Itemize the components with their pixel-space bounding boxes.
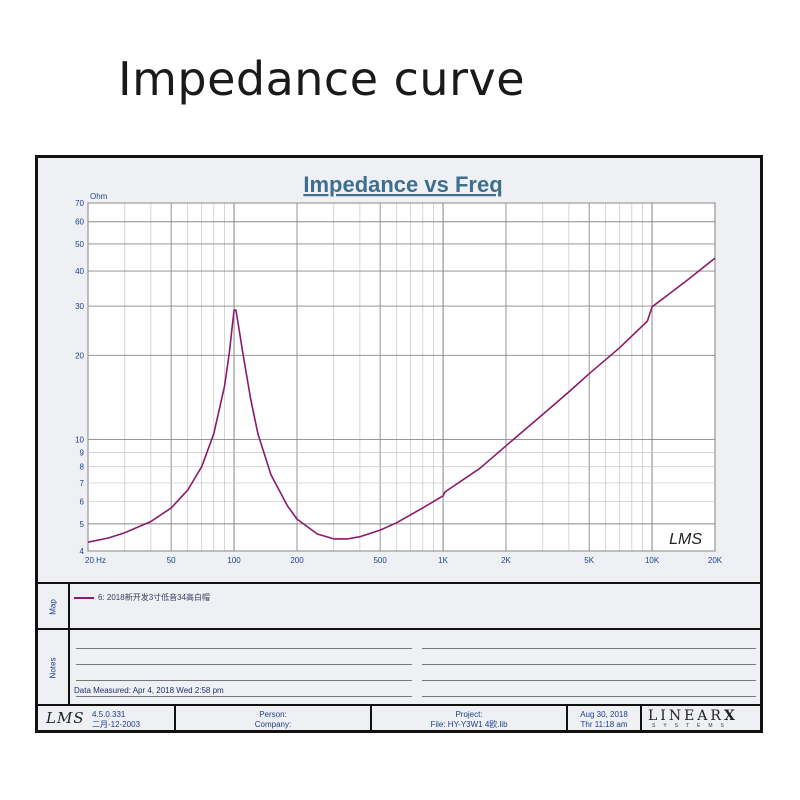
page-title: Impedance curve: [118, 52, 526, 106]
lms-watermark: LMS: [669, 531, 702, 548]
notes-panel: Notes Data Measured: Apr 4, 2018 Wed 2:5…: [38, 628, 760, 706]
map-tab[interactable]: Map: [38, 584, 70, 630]
x-tick-label: 500: [373, 556, 387, 565]
y-tick-label: 8: [80, 463, 85, 472]
y-tick-label: 70: [75, 199, 84, 208]
note-line: [76, 664, 412, 665]
note-line: [76, 680, 412, 681]
note-line: [422, 680, 756, 681]
y-tick-label: 30: [75, 302, 84, 311]
y-tick-label: 40: [75, 267, 84, 276]
note-line: [422, 664, 756, 665]
y-tick-label: 5: [80, 520, 85, 529]
chart-title: Impedance vs Freq: [303, 172, 502, 197]
x-tick-label: 50: [167, 556, 176, 565]
y-tick-label: 7: [80, 479, 85, 488]
y-tick-label: 4: [80, 547, 85, 556]
y-tick-label: 6: [80, 498, 85, 507]
note-line: [76, 648, 412, 649]
x-tick-label: 200: [290, 556, 304, 565]
footer-version-cell: LMS 4.5.0.331 二月-12-2003: [38, 706, 176, 732]
x-tick-label: 1K: [438, 556, 448, 565]
brand-name: LINEARX: [648, 708, 738, 724]
series-lines: [87, 257, 716, 543]
y-tick-label: 20: [75, 351, 84, 360]
map-tab-label: Map: [48, 599, 58, 615]
lms-report-frame: Impedance vs Freq Ohm 4 5 6 7 8 9 10 20 30 40 50 60…: [35, 155, 763, 733]
note-line: [422, 696, 756, 697]
footer-date-cell: Aug 30, 2018 Thr 11:18 am: [568, 706, 642, 732]
y-axis-unit: Ohm: [90, 192, 108, 201]
brand-word: LINEAR: [648, 708, 724, 724]
footer-project-cell: Project: File: HY-Y3W1 4欧.lib: [372, 706, 568, 732]
grid: [87, 202, 716, 552]
footer: LMS 4.5.0.331 二月-12-2003 Person: Company…: [38, 704, 760, 732]
linearx-logo: LINEARX SYSTEMS: [642, 706, 760, 732]
x-tick-label: 2K: [501, 556, 511, 565]
y-tick-labels: 4 5 6 7 8 9 10 20 30 40 50 60 70: [75, 199, 84, 556]
x-tick-label: 100: [227, 556, 241, 565]
footer-person-cell: Person: Company:: [176, 706, 372, 732]
x-tick-label: 20 Hz: [85, 556, 106, 565]
brand-systems: SYSTEMS: [652, 723, 732, 729]
y-tick-label: 9: [80, 448, 85, 457]
version-date: 二月-12-2003: [92, 720, 141, 729]
project-label: Project:: [455, 710, 483, 719]
version-number: 4.5.0.331: [92, 710, 126, 719]
brand-x: X: [723, 708, 738, 724]
notes-tab-label: Notes: [48, 657, 58, 679]
plot-area: [87, 202, 716, 552]
company-label: Company:: [254, 720, 292, 729]
note-line: [76, 696, 412, 697]
x-tick-label: 10K: [645, 556, 660, 565]
impedance-chart: Impedance vs Freq Ohm 4 5 6 7 8 9 10 20 30 40 50 60…: [75, 172, 723, 565]
legend: 6: 2018新开发3寸低音34高白帽: [74, 592, 210, 603]
x-tick-label: 5K: [584, 556, 594, 565]
impedance-series-line: [87, 257, 716, 543]
y-tick-label: 50: [75, 240, 84, 249]
lms-logo: LMS: [46, 709, 85, 727]
person-label: Person:: [259, 710, 287, 719]
legend-swatch: [74, 596, 94, 599]
notes-tab[interactable]: Notes: [38, 630, 70, 706]
note-line: [422, 648, 756, 649]
footer-date: Aug 30, 2018: [580, 710, 628, 719]
data-measured: Data Measured: Apr 4, 2018 Wed 2:58 pm: [74, 686, 224, 695]
footer-time: Thr 11:18 am: [580, 720, 628, 729]
file-label: File: HY-Y3W1 4欧.lib: [430, 720, 508, 729]
version-info: 4.5.0.331 二月-12-2003: [92, 710, 140, 730]
map-panel: Map 6: 2018新开发3寸低音34高白帽: [38, 582, 760, 630]
x-tick-labels: 20 Hz 50 100 200 500 1K 2K 5K 10K 20K: [85, 556, 723, 565]
legend-entry: 6: 2018新开发3寸低音34高白帽: [98, 593, 211, 602]
x-tick-label: 20K: [708, 556, 723, 565]
y-tick-label: 60: [75, 218, 84, 227]
y-tick-label: 10: [75, 436, 84, 445]
